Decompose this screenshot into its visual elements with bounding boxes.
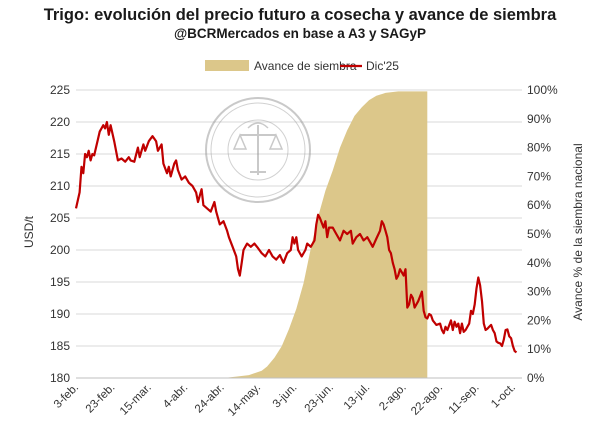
y-left-tick-label: 215	[50, 147, 70, 161]
y-left-tick-label: 190	[50, 307, 70, 321]
area-avance-siembra	[223, 91, 428, 379]
y-right-tick-label: 60%	[527, 198, 551, 212]
x-tick-label: 24-abr.	[193, 382, 227, 416]
y-right-tick-label: 30%	[527, 285, 551, 299]
y-left-tick-label: 180	[50, 371, 70, 385]
y-right-tick-label: 50%	[527, 227, 551, 241]
line-series	[74, 120, 518, 354]
y-right-tick-label: 40%	[527, 256, 551, 270]
y-left-tick-label: 210	[50, 179, 70, 193]
y-right-tick-label: 90%	[527, 112, 551, 126]
x-tick-label: 22-ago.	[409, 382, 445, 418]
line-dic25	[74, 120, 518, 354]
gridlines	[76, 89, 522, 379]
y-right-tick-label: 100%	[527, 83, 558, 97]
bcr-seal-watermark	[205, 97, 311, 203]
y-right-tick-label: 80%	[527, 141, 551, 155]
x-tick-label: 3-jun.	[271, 382, 300, 411]
legend-area-label: Avance de siembra	[254, 59, 357, 73]
x-tick-label: 15-mar.	[118, 382, 154, 418]
y-right-tick-label: 20%	[527, 313, 551, 327]
x-tick-label: 23-jun.	[303, 382, 336, 415]
y-left-tick-label: 195	[50, 275, 70, 289]
chart-subtitle: @BCRMercados en base a A3 y SAGyP	[173, 26, 426, 41]
x-tick-label: 3-feb.	[52, 382, 81, 411]
x-tick-label: 23-feb.	[84, 382, 118, 416]
right-axis-label: Avance % de la siembra nacional	[571, 143, 585, 320]
chart-title: Trigo: evolución del precio futuro a cos…	[43, 6, 557, 24]
y-left-tick-label: 185	[50, 339, 70, 353]
right-axis-ticks: 0% 10% 20% 30% 40% 50% 60% 70% 80% 90% 100%	[527, 83, 558, 385]
left-axis-label: USD/t	[22, 215, 36, 248]
legend-line-label: Dic'25	[366, 59, 399, 73]
x-tick-label: 1-oct.	[489, 382, 518, 411]
y-right-tick-label: 10%	[527, 342, 551, 356]
left-axis-ticks: 180 185 190 195 200 205 210 215 220 225	[50, 83, 70, 385]
y-left-tick-label: 200	[50, 243, 70, 257]
y-left-tick-label: 220	[50, 115, 70, 129]
x-tick-label: 14-may.	[226, 382, 263, 419]
legend-area-swatch	[205, 60, 249, 71]
x-tick-label: 4-abr.	[161, 382, 190, 411]
y-left-tick-label: 225	[50, 83, 70, 97]
y-left-tick-label: 205	[50, 211, 70, 225]
x-axis-ticks: 3-feb. 23-feb. 15-mar. 4-abr. 24-abr. 14-may.…	[52, 382, 518, 419]
area-series	[223, 91, 428, 379]
y-right-tick-label: 70%	[527, 169, 551, 183]
legend: Avance de siembra Dic'25	[205, 59, 399, 73]
x-tick-label: 11-sep.	[447, 382, 482, 417]
x-tick-label: 2-ago.	[377, 382, 409, 414]
y-right-tick-label: 0%	[527, 371, 545, 385]
x-tick-label: 13-jul.	[342, 382, 373, 413]
